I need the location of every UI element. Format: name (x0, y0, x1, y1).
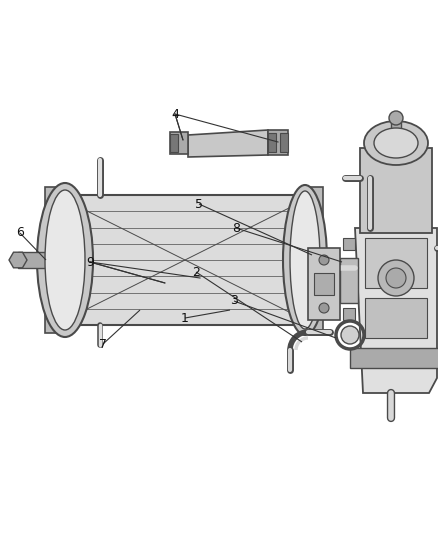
Ellipse shape (290, 191, 320, 329)
Text: 5: 5 (195, 198, 203, 211)
Circle shape (341, 326, 359, 344)
Bar (365, 298, 427, 338)
Polygon shape (355, 228, 437, 393)
Text: 8: 8 (232, 222, 240, 235)
Text: 7: 7 (99, 337, 107, 351)
Ellipse shape (37, 183, 93, 337)
Circle shape (52, 306, 60, 314)
Bar (350, 348, 438, 368)
Ellipse shape (283, 185, 327, 335)
Bar (308, 248, 340, 320)
Bar (280, 133, 288, 152)
Ellipse shape (364, 121, 428, 165)
Text: 6: 6 (16, 227, 24, 239)
Circle shape (311, 306, 318, 313)
Circle shape (319, 255, 329, 265)
Bar (360, 148, 432, 233)
Bar (45, 187, 67, 333)
Polygon shape (188, 130, 268, 157)
Bar (365, 238, 427, 288)
Bar (340, 258, 358, 303)
Bar (303, 187, 323, 333)
Text: 1: 1 (181, 311, 189, 325)
Text: 2: 2 (192, 265, 200, 279)
Circle shape (52, 206, 60, 214)
Circle shape (319, 303, 329, 313)
Bar (65, 195, 305, 325)
Bar (343, 308, 355, 320)
Bar (170, 134, 178, 152)
Text: 4: 4 (171, 108, 179, 120)
Ellipse shape (374, 128, 418, 158)
Bar (268, 133, 276, 152)
Text: 9: 9 (86, 255, 94, 269)
Bar (18, 252, 46, 268)
Polygon shape (9, 252, 27, 268)
Circle shape (386, 268, 406, 288)
Bar (268, 130, 288, 155)
Text: 3: 3 (230, 295, 238, 308)
Bar (314, 273, 334, 295)
Bar (343, 238, 355, 250)
Circle shape (389, 111, 403, 125)
Circle shape (378, 260, 414, 296)
Ellipse shape (45, 190, 85, 330)
Circle shape (311, 206, 318, 214)
Bar (391, 120, 401, 146)
Bar (170, 132, 188, 154)
